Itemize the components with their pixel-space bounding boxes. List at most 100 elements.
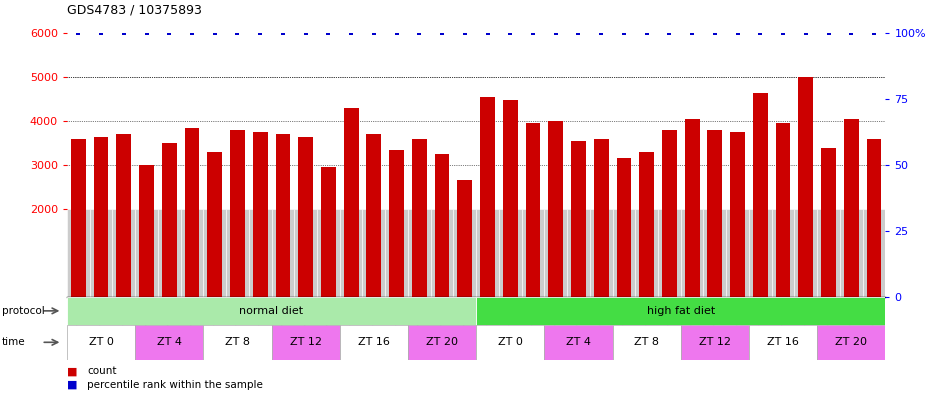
Bar <box>339 209 363 297</box>
Bar <box>113 209 135 297</box>
Bar <box>226 209 249 297</box>
Bar <box>434 154 449 297</box>
Text: ZT 4: ZT 4 <box>566 337 591 347</box>
Bar <box>476 325 544 360</box>
Bar <box>249 209 272 297</box>
Text: ZT 8: ZT 8 <box>225 337 250 347</box>
Bar <box>753 93 767 297</box>
Bar <box>412 139 427 297</box>
Bar <box>863 209 885 297</box>
Bar <box>776 123 790 297</box>
Bar <box>726 209 749 297</box>
Bar <box>116 134 131 297</box>
Bar <box>71 139 86 297</box>
Text: time: time <box>2 337 25 347</box>
Bar <box>363 209 385 297</box>
Bar <box>613 209 635 297</box>
Bar <box>180 209 204 297</box>
Bar <box>89 209 113 297</box>
Text: percentile rank within the sample: percentile rank within the sample <box>87 380 263 389</box>
Bar <box>454 209 476 297</box>
Bar <box>658 209 681 297</box>
Bar <box>617 158 631 297</box>
Bar <box>840 209 863 297</box>
Text: ■: ■ <box>67 366 77 376</box>
Bar <box>204 325 272 360</box>
Bar <box>67 209 89 297</box>
Bar <box>385 209 408 297</box>
Bar <box>708 130 723 297</box>
Bar <box>844 119 858 297</box>
Bar <box>344 108 358 297</box>
Text: ZT 8: ZT 8 <box>634 337 659 347</box>
Bar <box>662 130 677 297</box>
Text: normal diet: normal diet <box>240 306 303 316</box>
Bar <box>158 209 180 297</box>
Bar <box>681 325 749 360</box>
Text: ZT 12: ZT 12 <box>289 337 322 347</box>
Text: GDS4783 / 10375893: GDS4783 / 10375893 <box>67 4 202 17</box>
Bar <box>204 209 226 297</box>
Bar <box>476 297 885 325</box>
Bar <box>140 165 153 297</box>
Bar <box>94 136 109 297</box>
Bar <box>366 134 381 297</box>
Bar <box>272 209 294 297</box>
Bar <box>431 209 454 297</box>
Bar <box>135 325 204 360</box>
Bar <box>749 209 772 297</box>
Bar <box>480 97 495 297</box>
Bar <box>476 209 498 297</box>
Text: ZT 12: ZT 12 <box>698 337 731 347</box>
Bar <box>408 209 431 297</box>
Bar <box>817 325 885 360</box>
Bar <box>544 325 613 360</box>
Text: ZT 16: ZT 16 <box>358 337 390 347</box>
Bar <box>503 100 518 297</box>
Bar <box>684 119 699 297</box>
Text: count: count <box>87 366 117 376</box>
Bar <box>567 209 590 297</box>
Text: ZT 20: ZT 20 <box>835 337 868 347</box>
Bar <box>593 139 608 297</box>
Text: ZT 4: ZT 4 <box>157 337 181 347</box>
Bar <box>867 139 882 297</box>
Bar <box>613 325 681 360</box>
Bar <box>522 209 544 297</box>
Bar <box>498 209 522 297</box>
Bar <box>639 152 654 297</box>
Bar <box>294 209 317 297</box>
Text: ■: ■ <box>67 380 77 389</box>
Bar <box>67 297 476 325</box>
Bar <box>207 152 222 297</box>
Bar <box>730 132 745 297</box>
Bar <box>821 147 836 297</box>
Bar <box>321 167 336 297</box>
Bar <box>299 136 313 297</box>
Bar <box>272 325 339 360</box>
Bar <box>772 209 794 297</box>
Bar <box>339 325 408 360</box>
Bar <box>794 209 817 297</box>
Bar <box>408 325 476 360</box>
Bar <box>635 209 658 297</box>
Text: ZT 0: ZT 0 <box>88 337 113 347</box>
Bar <box>230 130 245 297</box>
Text: ZT 0: ZT 0 <box>498 337 523 347</box>
Bar <box>571 141 586 297</box>
Text: protocol: protocol <box>2 306 45 316</box>
Bar <box>798 77 813 297</box>
Bar <box>703 209 726 297</box>
Bar <box>590 209 613 297</box>
Text: high fat diet: high fat diet <box>646 306 715 316</box>
Bar <box>544 209 567 297</box>
Bar <box>817 209 840 297</box>
Bar <box>458 180 472 297</box>
Bar <box>184 128 199 297</box>
Bar <box>67 325 135 360</box>
Bar <box>135 209 158 297</box>
Text: ZT 16: ZT 16 <box>767 337 799 347</box>
Bar <box>162 143 177 297</box>
Bar <box>275 134 290 297</box>
Text: ZT 20: ZT 20 <box>426 337 458 347</box>
